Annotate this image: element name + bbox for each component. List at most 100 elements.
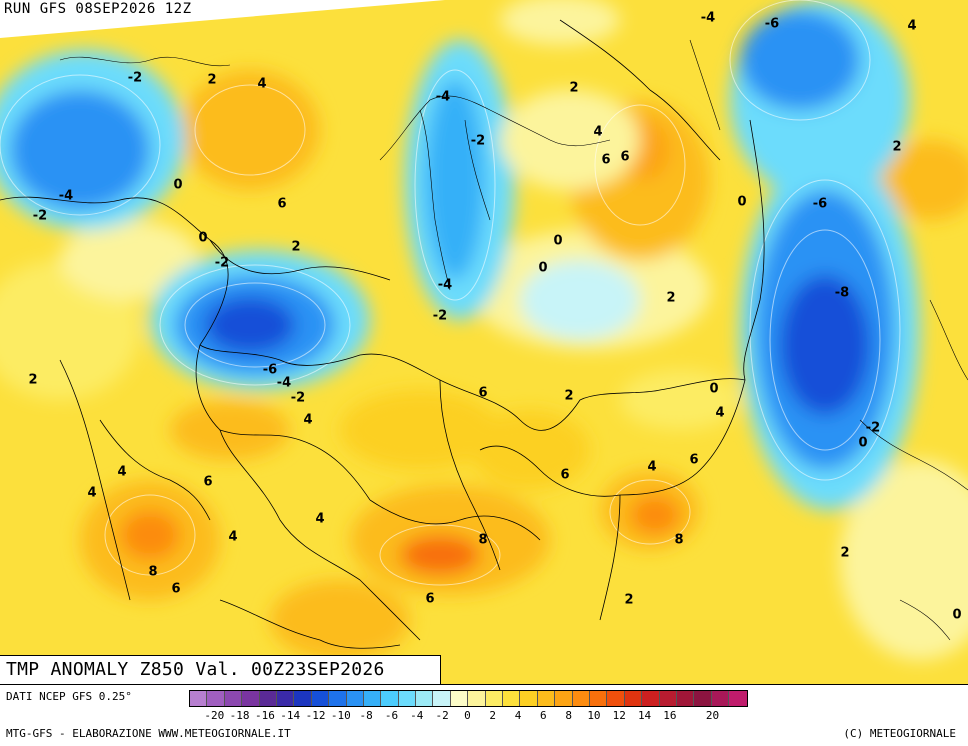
colorbar-cell bbox=[294, 691, 312, 706]
field-value-label: -4 bbox=[438, 278, 452, 293]
colorbar-cell bbox=[624, 691, 643, 706]
field-value-label: -4 bbox=[59, 189, 73, 204]
colorbar bbox=[189, 690, 748, 707]
field-value-label: 4 bbox=[593, 125, 602, 140]
field-value-label: 6 bbox=[171, 582, 180, 597]
field-value-label: 2 bbox=[28, 373, 37, 388]
colorbar-ticks: -20 -18 -16 -14 -12 -10 -8 -6 -4 -2 0 2 4 6 8 10 12 14 16 2… bbox=[189, 709, 968, 723]
field-value-label: 2 bbox=[840, 546, 849, 561]
colorbar-cell bbox=[329, 691, 347, 706]
field-value-label: -2 bbox=[128, 71, 142, 86]
colorbar-cell bbox=[537, 691, 556, 706]
colorbar-cell bbox=[520, 691, 538, 706]
field-value-label: -6 bbox=[813, 197, 827, 212]
colorbar-cell bbox=[398, 691, 417, 706]
colorbar-cell bbox=[485, 691, 504, 706]
field-value-label: 2 bbox=[666, 291, 675, 306]
field-value-label: 6 bbox=[560, 468, 569, 483]
colorbar-cell bbox=[363, 691, 382, 706]
field-value-label: 4 bbox=[87, 486, 96, 501]
field-value-label: 2 bbox=[207, 73, 216, 88]
colorbar-cell bbox=[607, 691, 625, 706]
colorbar-cell bbox=[259, 691, 277, 706]
colorbar-tick-label: -18 bbox=[229, 709, 250, 722]
colorbar-cell bbox=[676, 691, 695, 706]
field-value-label: -4 bbox=[436, 90, 450, 105]
colorbar-cell bbox=[346, 691, 364, 706]
colorbar-tick-label: 16 bbox=[663, 709, 677, 722]
colorbar-cell bbox=[242, 691, 260, 706]
colorbar-cell bbox=[659, 691, 677, 706]
colorbar-cell bbox=[450, 691, 469, 706]
map-edge bbox=[0, 0, 445, 38]
field-value-label: -6 bbox=[263, 363, 277, 378]
field-value-label: 6 bbox=[689, 453, 698, 468]
field-value-label: 4 bbox=[303, 413, 312, 428]
colorbar-cell bbox=[468, 691, 486, 706]
field-value-label: 6 bbox=[478, 386, 487, 401]
field-value-label: 8 bbox=[478, 533, 487, 548]
colorbar-cell bbox=[433, 691, 451, 706]
colorbar-tick-label: -14 bbox=[280, 709, 301, 722]
field-value-label: 6 bbox=[601, 153, 610, 168]
colorbar-tick-label: 8 bbox=[565, 709, 572, 722]
field-value-label: 4 bbox=[647, 460, 656, 475]
colorbar-tick-label: -8 bbox=[359, 709, 373, 722]
contour-lines bbox=[0, 0, 901, 586]
field-value-label: 0 bbox=[173, 178, 182, 193]
colorbar-cell bbox=[190, 691, 208, 706]
field-value-label: 8 bbox=[674, 533, 683, 548]
colorbar-tick-label: 2 bbox=[489, 709, 497, 722]
colorbar-cell bbox=[207, 691, 225, 706]
field-value-label: 0 bbox=[538, 261, 547, 276]
coastlines bbox=[59, 39, 968, 641]
colorbar-cell bbox=[572, 691, 590, 706]
field-value-label: 0 bbox=[198, 231, 207, 246]
field-value-label: 0 bbox=[709, 382, 718, 397]
map-title: TMP ANOMALY Z850 Val. 00Z23SEP2026 bbox=[6, 659, 385, 680]
title-box: TMP ANOMALY Z850 Val. 00Z23SEP2026 bbox=[0, 655, 441, 684]
field-value-label: -2 bbox=[33, 209, 47, 224]
field-value-label: 6 bbox=[203, 475, 212, 490]
field-value-label: 6 bbox=[620, 150, 629, 165]
field-value-label: -2 bbox=[291, 391, 305, 406]
field-value-label: 6 bbox=[277, 197, 286, 212]
footer: DATI NCEP GFS 0.25° -20 -18 -16 -14 -12 -10 -8… bbox=[0, 684, 968, 746]
data-source: DATI NCEP GFS 0.25° bbox=[6, 690, 132, 703]
field-value-label: 0 bbox=[858, 436, 867, 451]
colorbar-tick-label: 6 bbox=[540, 709, 547, 722]
colorbar-cell bbox=[642, 691, 660, 706]
run-label: RUN GFS 08SEP2026 12Z bbox=[4, 1, 192, 17]
field-value-label: 4 bbox=[228, 530, 237, 545]
colorbar-tick-label: 10 bbox=[587, 709, 601, 722]
colorbar-tick-label: -10 bbox=[330, 709, 351, 722]
field-value-label: -4 bbox=[701, 11, 715, 26]
field-value-label: 2 bbox=[569, 81, 578, 96]
field-value-label: 2 bbox=[892, 140, 901, 155]
colorbar-cell bbox=[729, 691, 747, 706]
colorbar-cell bbox=[503, 691, 521, 706]
field-value-label: -2 bbox=[433, 309, 447, 324]
field-value-label: 2 bbox=[291, 240, 300, 255]
field-value-label: 4 bbox=[257, 77, 266, 92]
field-value-label: 4 bbox=[315, 512, 324, 527]
field-value-label: -2 bbox=[866, 421, 880, 436]
colorbar-cell bbox=[589, 691, 608, 706]
field-value-label: 2 bbox=[624, 593, 633, 608]
colorbar-cell bbox=[416, 691, 434, 706]
colorbar-tick-label: -20 bbox=[204, 709, 225, 722]
anomaly-field bbox=[0, 0, 968, 660]
field-value-label: 8 bbox=[148, 565, 157, 580]
field-value-label: 0 bbox=[952, 608, 961, 623]
colorbar-cell bbox=[381, 691, 399, 706]
colorbar-tick-label: -4 bbox=[410, 709, 424, 722]
colorbar-tick-label: 14 bbox=[637, 709, 652, 722]
field-value-label: -8 bbox=[835, 286, 849, 301]
colorbar-tick-label: -16 bbox=[254, 709, 275, 722]
field-value-label: 4 bbox=[117, 465, 126, 480]
colorbar-tick-label: 0 bbox=[464, 709, 471, 722]
colorbar-tick-label: -6 bbox=[384, 709, 399, 722]
colorbar-tick-label: -12 bbox=[305, 709, 326, 722]
